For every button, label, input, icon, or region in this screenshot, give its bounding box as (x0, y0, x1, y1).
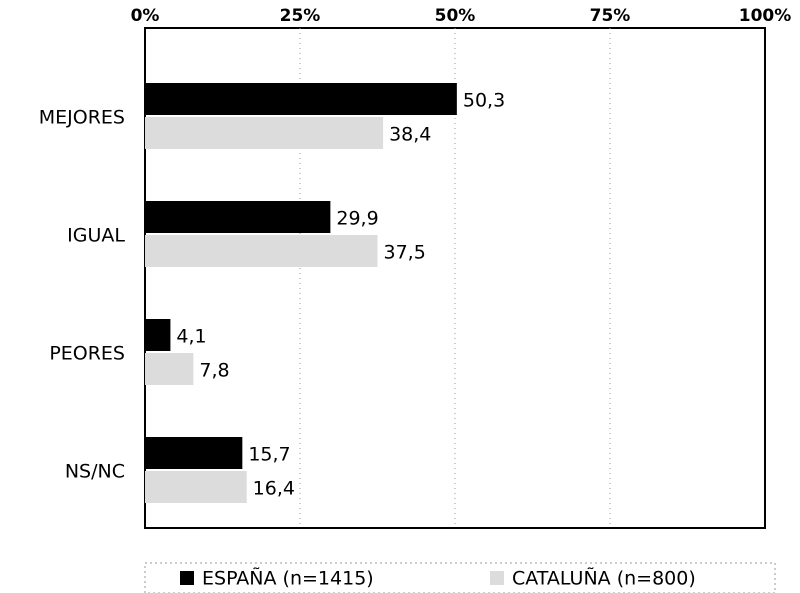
bar (145, 235, 378, 267)
legend-swatch (180, 571, 194, 585)
x-tick-label: 25% (280, 6, 321, 26)
y-tick-label: NS/NC (65, 461, 125, 483)
value-label: 37,5 (384, 242, 426, 264)
x-tick-label: 50% (435, 6, 476, 26)
bar (145, 201, 331, 233)
value-label: 7,8 (199, 360, 229, 382)
value-label: 4,1 (176, 326, 206, 348)
y-tick-label: PEORES (49, 343, 125, 365)
legend-label: ESPAÑA (n=1415) (202, 567, 374, 590)
x-tick-label: 75% (590, 6, 631, 26)
value-label: 50,3 (463, 90, 505, 112)
bar (145, 471, 247, 503)
value-label: 15,7 (248, 444, 290, 466)
value-label: 29,9 (336, 208, 378, 230)
x-tick-label: 0% (131, 6, 160, 26)
value-label: 38,4 (389, 124, 431, 146)
legend-frame (144, 562, 776, 593)
value-label: 16,4 (253, 478, 295, 500)
y-tick-label: MEJORES (39, 107, 125, 129)
bar (145, 319, 171, 351)
bar (145, 437, 243, 469)
x-tick-label: 100% (739, 6, 792, 26)
bar (145, 83, 457, 115)
legend-label: CATALUÑA (n=800) (512, 567, 696, 590)
bar (145, 117, 384, 149)
legend-swatch (490, 571, 504, 585)
bar (145, 353, 194, 385)
y-tick-label: IGUAL (67, 225, 125, 247)
